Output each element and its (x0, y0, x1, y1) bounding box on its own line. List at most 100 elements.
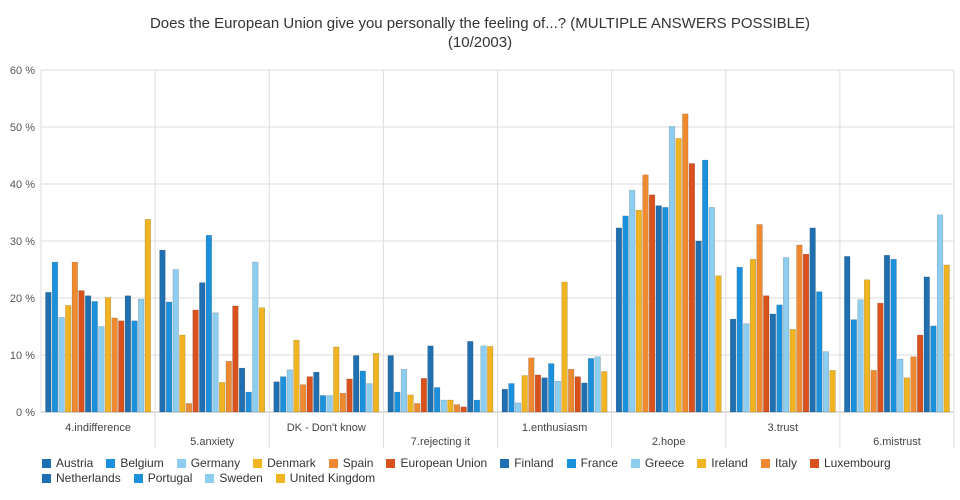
bar-germany (743, 323, 750, 413)
bar-luxembourg (118, 320, 125, 413)
legend-label: Portugal (147, 471, 193, 485)
bar-portugal (473, 399, 480, 413)
legend-label: Greece (644, 456, 685, 470)
bar-finland (199, 282, 206, 413)
bar-netherlands (581, 382, 588, 413)
legend-item[interactable]: Greece (630, 456, 685, 471)
bar-spain (185, 403, 193, 413)
legend-label: Spain (342, 456, 374, 470)
legend-swatch (176, 459, 186, 468)
legend-swatch (500, 459, 510, 468)
bar-portugal (816, 291, 823, 413)
legend-label: Netherlands (56, 471, 121, 485)
legend-swatch (275, 474, 285, 483)
bar-france (548, 363, 555, 413)
bar-united-kingdom (144, 219, 151, 413)
bar-ireland (447, 399, 454, 413)
legend-item[interactable]: Finland (500, 456, 554, 471)
legend-swatch (810, 459, 819, 468)
bar-austria (273, 381, 280, 413)
legend-item[interactable]: Austria (42, 456, 93, 471)
bar-austria (159, 249, 166, 413)
legend-label: Denmark (267, 456, 316, 470)
bar-portugal (702, 159, 709, 413)
bar-germany (629, 190, 636, 413)
bar-european-union (192, 309, 199, 413)
legend-item[interactable]: France (566, 456, 618, 471)
bar-sweden (822, 351, 829, 413)
chart-legend: Austria Belgium Germany Denmark Spain Europea… (42, 456, 942, 486)
bar-ireland (333, 346, 340, 413)
legend-item[interactable]: Sweden (205, 471, 263, 486)
legend-swatch (42, 474, 51, 483)
legend-label: European Union (400, 456, 488, 470)
bar-netherlands (353, 355, 360, 413)
bar-luxembourg (574, 376, 581, 413)
bar-finland (541, 377, 548, 413)
bar-greece (897, 358, 904, 413)
bar-austria (45, 292, 52, 413)
bar-denmark (864, 279, 871, 413)
bar-finland (427, 345, 434, 413)
legend-item[interactable]: United Kingdom (275, 471, 376, 486)
x-tick-label: 7.rejecting it (411, 436, 470, 448)
legend-label: France (580, 456, 618, 470)
legend-swatch (566, 459, 576, 468)
bar-italy (339, 392, 346, 413)
chart-subtitle: (10/2003) (447, 34, 513, 51)
legend-swatch (42, 459, 51, 468)
legend-item[interactable]: Germany (176, 456, 241, 471)
bar-netherlands (809, 227, 816, 413)
legend-item[interactable]: Ireland (697, 456, 748, 471)
bar-italy (568, 369, 575, 413)
chart-title: Does the European Union give you persona… (0, 14, 960, 52)
legend-item[interactable]: European Union (386, 456, 487, 471)
bar-sweden (936, 214, 944, 413)
bar-austria (501, 388, 508, 413)
bar-austria (844, 256, 851, 413)
bar-france (434, 387, 441, 413)
legend-item[interactable]: Luxembourg (810, 456, 891, 471)
legend-swatch (328, 459, 338, 468)
legend-item[interactable]: Portugal (133, 471, 193, 486)
bar-spain (414, 403, 421, 413)
bar-united-kingdom (372, 353, 380, 413)
bar-ireland (903, 377, 910, 413)
bar-italy (225, 361, 232, 413)
bar-sweden (594, 356, 601, 413)
legend-item[interactable]: Italy (760, 456, 797, 471)
legend-swatch (630, 459, 640, 468)
bar-france (205, 235, 212, 413)
bar-portugal (131, 320, 138, 413)
legend-item[interactable]: Belgium (106, 456, 164, 471)
bar-european-union (420, 378, 427, 413)
bar-ireland (219, 382, 226, 413)
bar-luxembourg (688, 163, 695, 413)
bar-belgium (850, 319, 857, 413)
bar-ireland (675, 138, 682, 413)
y-tick-label: 10 % (10, 350, 35, 362)
legend-item[interactable]: Denmark (253, 456, 316, 471)
legend-item[interactable]: Spain (328, 456, 374, 471)
bar-portugal (587, 358, 595, 413)
bar-denmark (293, 339, 300, 413)
bar-netherlands (695, 240, 702, 413)
legend-swatch (386, 459, 396, 468)
bar-spain (300, 384, 307, 413)
legend-label: Germany (190, 456, 241, 470)
bar-greece (98, 326, 105, 413)
bar-sweden (252, 261, 259, 413)
bar-european-union (78, 290, 85, 413)
legend-label: Austria (56, 456, 94, 470)
bar-denmark (749, 258, 757, 413)
legend-label: Italy (774, 456, 797, 470)
bar-european-union (877, 302, 884, 413)
bar-united-kingdom (943, 264, 950, 413)
legend-label: United Kingdom (289, 471, 376, 485)
bar-luxembourg (460, 406, 467, 413)
legend-item[interactable]: Netherlands (42, 471, 121, 486)
bar-finland (655, 205, 662, 413)
bar-european-union (306, 376, 313, 413)
bar-france (890, 258, 897, 413)
